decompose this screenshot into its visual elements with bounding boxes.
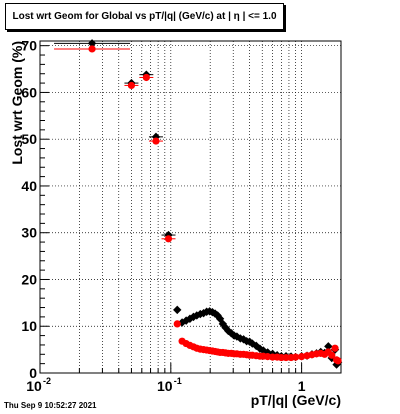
data-point <box>127 81 136 90</box>
data-point <box>87 39 97 48</box>
y-tick-label: 30 <box>21 225 37 241</box>
grid-lines <box>40 41 341 373</box>
x-tick-exponent: -1 <box>174 376 182 386</box>
y-tick-label: 70 <box>21 38 37 54</box>
y-tick-label: 50 <box>21 131 37 147</box>
y-tick-label: 60 <box>21 84 37 100</box>
y-tick-label: 10 <box>21 318 37 334</box>
data-point <box>334 357 342 365</box>
data-series <box>54 39 343 369</box>
plot-frame <box>39 40 342 374</box>
x-tick-label: 10 <box>26 378 42 394</box>
plot-title: Lost wrt Geom for Global vs pT/|q| (GeV/… <box>12 11 277 22</box>
series-red <box>54 45 342 365</box>
data-point <box>173 305 182 315</box>
title-box: Lost wrt Geom for Global vs pT/|q| (GeV/… <box>5 3 284 30</box>
data-point <box>245 337 254 346</box>
series-black <box>54 39 343 369</box>
y-axis-label: Lost wrt Geom (%) <box>9 41 25 165</box>
data-point <box>298 353 306 361</box>
x-tick-exponent: -2 <box>43 376 51 386</box>
y-tick-label: 40 <box>21 178 37 194</box>
data-point <box>88 45 96 53</box>
x-axis-label: pT/|q| (GeV/c) <box>251 392 341 408</box>
data-point <box>221 323 230 332</box>
data-point <box>282 353 290 362</box>
x-tick-label: 10 <box>157 378 173 394</box>
data-point <box>210 309 220 318</box>
y-tick-label: 0 <box>29 365 37 381</box>
data-point <box>142 73 150 82</box>
data-point <box>324 342 333 351</box>
data-point <box>218 319 228 329</box>
data-point <box>292 353 300 361</box>
timestamp: Thu Sep 9 10:52:27 2021 <box>4 401 97 410</box>
data-point <box>164 235 173 243</box>
data-point <box>152 137 160 145</box>
data-point <box>331 344 339 352</box>
y-tick-label: 20 <box>21 271 37 287</box>
axis-ticks <box>39 45 342 374</box>
x-tick-label: 1 <box>298 378 306 394</box>
data-point <box>328 351 336 359</box>
data-point <box>173 320 181 328</box>
